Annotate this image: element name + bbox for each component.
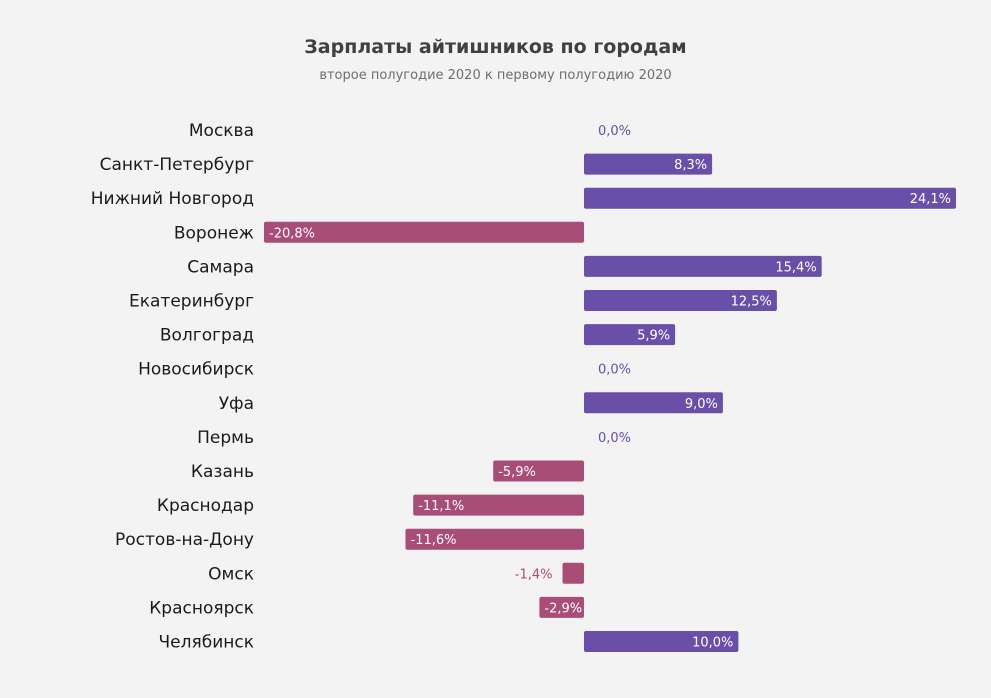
value-label: 10,0%: [692, 636, 733, 651]
value-label: 0,0%: [598, 431, 631, 446]
category-label: Нижний Новгород: [91, 189, 254, 209]
bar: [584, 255, 822, 277]
value-label: 0,0%: [598, 124, 631, 139]
value-label: 5,9%: [637, 329, 670, 344]
value-label: 0,0%: [598, 363, 631, 378]
bar: [584, 187, 956, 209]
bar: [584, 392, 723, 414]
value-label: -2,9%: [544, 601, 582, 616]
category-label: Ростов-на-Дону: [115, 530, 254, 550]
bar: [584, 631, 739, 652]
value-label: 15,4%: [775, 260, 816, 275]
bar: [413, 494, 584, 516]
category-label: Самара: [187, 257, 254, 277]
bar: [562, 562, 584, 584]
bar: [539, 596, 584, 618]
value-label: -20,8%: [269, 226, 315, 241]
category-label: Воронеж: [174, 223, 254, 243]
value-label: 8,3%: [674, 158, 707, 173]
value-label: -11,1%: [418, 499, 464, 514]
bar: [584, 153, 713, 175]
category-label: Волгоград: [160, 326, 254, 346]
category-label: Новосибирск: [138, 360, 254, 380]
value-label: -11,6%: [411, 533, 457, 548]
bar: [584, 290, 777, 311]
bar: [405, 528, 584, 550]
category-label: Челябинск: [159, 633, 254, 653]
category-label: Пермь: [197, 428, 254, 448]
category-label: Омск: [208, 564, 254, 584]
category-label: Москва: [189, 121, 254, 141]
chart-title: Зарплаты айтишников по городам: [304, 36, 687, 58]
category-label: Уфа: [219, 394, 254, 414]
value-label: -5,9%: [498, 465, 536, 480]
category-label: Санкт-Петербург: [100, 155, 254, 175]
category-label: Екатеринбург: [129, 292, 254, 312]
value-label: 12,5%: [731, 295, 772, 310]
bar: [493, 460, 584, 482]
category-label: Краснодар: [157, 496, 254, 516]
value-label: 24,1%: [910, 192, 951, 207]
chart-subtitle: второе полугодие 2020 к первому полугоди…: [319, 68, 672, 83]
category-label: Красноярск: [149, 598, 254, 618]
category-label: Казань: [191, 462, 254, 482]
bar: [264, 221, 584, 243]
value-label: -1,4%: [515, 567, 553, 582]
bar: [584, 324, 676, 346]
value-label: 9,0%: [685, 397, 718, 412]
